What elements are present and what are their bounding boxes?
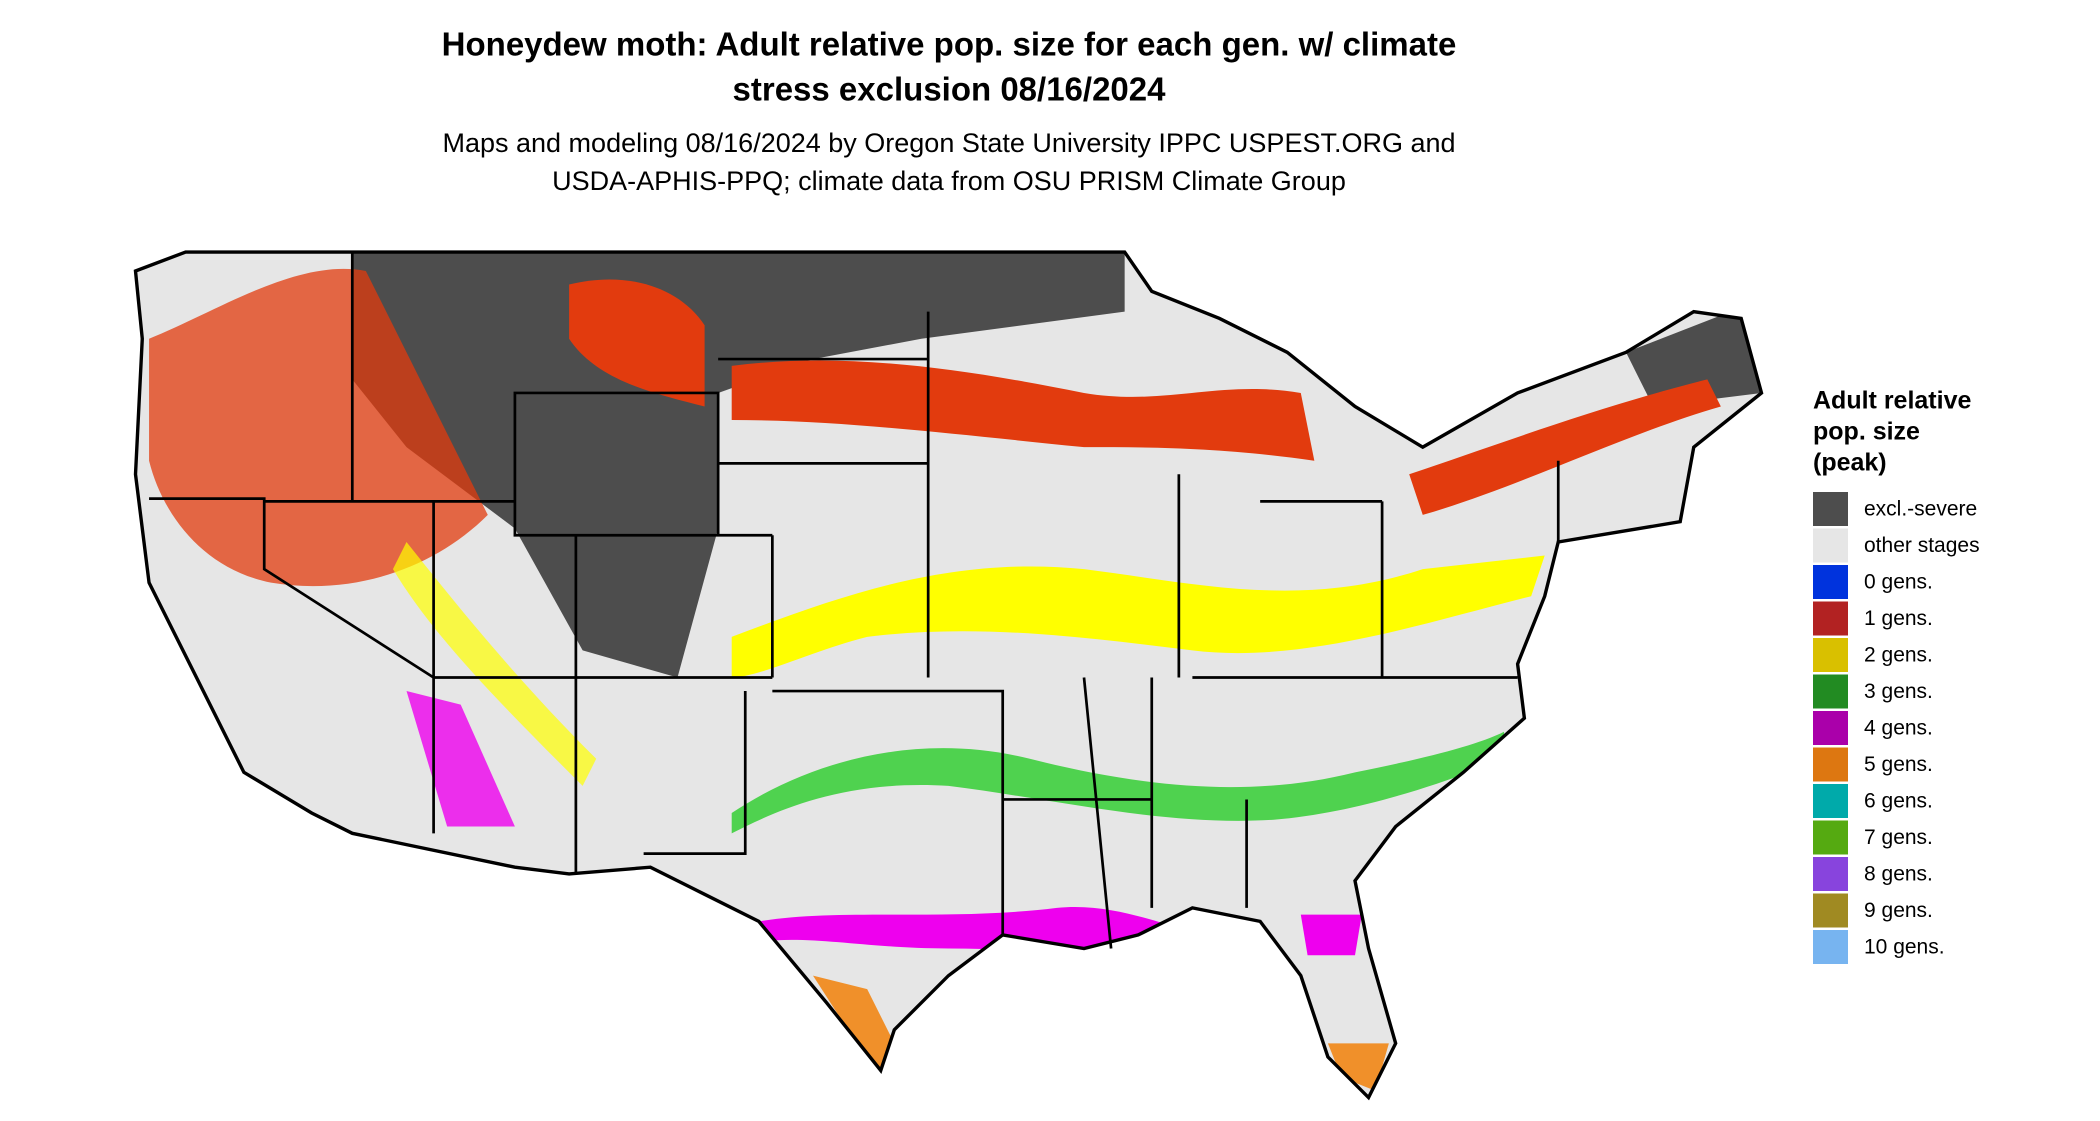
title: Honeydew moth: Adult relative pop. size … xyxy=(442,26,1457,63)
legend-swatch xyxy=(1813,820,1848,855)
legend: Adult relative pop. size (peak) excl.-sever… xyxy=(1813,387,1980,964)
gen1-region xyxy=(1409,379,1721,515)
legend-label: 3 gens. xyxy=(1864,680,1933,703)
legend-label: 1 gens. xyxy=(1864,607,1933,630)
legend-label: 0 gens. xyxy=(1864,571,1933,594)
legend-label: other stages xyxy=(1864,534,1980,557)
legend-swatch xyxy=(1813,893,1848,928)
legend-swatch xyxy=(1813,601,1848,636)
legend-swatch xyxy=(1813,492,1848,526)
gen5-band xyxy=(1327,1043,1389,1091)
legend-swatch xyxy=(1813,528,1848,563)
legend-label: excl.-severe xyxy=(1864,498,1977,521)
gen2-band xyxy=(392,542,597,786)
gen1-region xyxy=(731,360,1315,461)
legend-swatch xyxy=(1813,674,1848,709)
subtitle: USDA-APHIS-PPQ; climate data from OSU PR… xyxy=(552,166,1346,196)
legend-title: (peak) xyxy=(1813,449,1887,477)
legend-swatch xyxy=(1813,784,1848,818)
legend-title: Adult relative xyxy=(1813,387,1971,415)
gen3-band xyxy=(731,731,1505,834)
gen1-region xyxy=(569,279,705,407)
legend-label: 2 gens. xyxy=(1864,644,1933,667)
legend-label: 6 gens. xyxy=(1864,790,1933,813)
legend-label: 8 gens. xyxy=(1864,863,1933,886)
subtitle: Maps and modeling 08/16/2024 by Oregon S… xyxy=(442,128,1455,158)
state-borders xyxy=(149,252,1560,949)
legend-label: 9 gens. xyxy=(1864,899,1933,922)
map-regions xyxy=(149,252,1762,1091)
legend-label: 10 gens. xyxy=(1864,936,1945,959)
gen1-region xyxy=(149,268,488,587)
gen4-band xyxy=(1300,914,1362,956)
legend-label: 5 gens. xyxy=(1864,753,1933,776)
excluded-region xyxy=(352,252,1125,678)
legend-swatch xyxy=(1813,565,1848,599)
legend-swatch xyxy=(1813,930,1848,964)
gen2-band xyxy=(731,555,1545,678)
excluded-region xyxy=(1626,304,1762,407)
gen5-band xyxy=(813,975,902,1071)
legend-title: pop. size xyxy=(1813,418,1920,446)
title: stress exclusion 08/16/2024 xyxy=(733,71,1167,108)
legend-swatch xyxy=(1813,747,1848,782)
legend-swatch xyxy=(1813,638,1848,672)
legend-swatch xyxy=(1813,711,1848,745)
legend-swatch xyxy=(1813,857,1848,891)
legend-label: 7 gens. xyxy=(1864,826,1933,849)
us-map xyxy=(133,250,1764,1100)
legend-label: 4 gens. xyxy=(1864,717,1933,740)
